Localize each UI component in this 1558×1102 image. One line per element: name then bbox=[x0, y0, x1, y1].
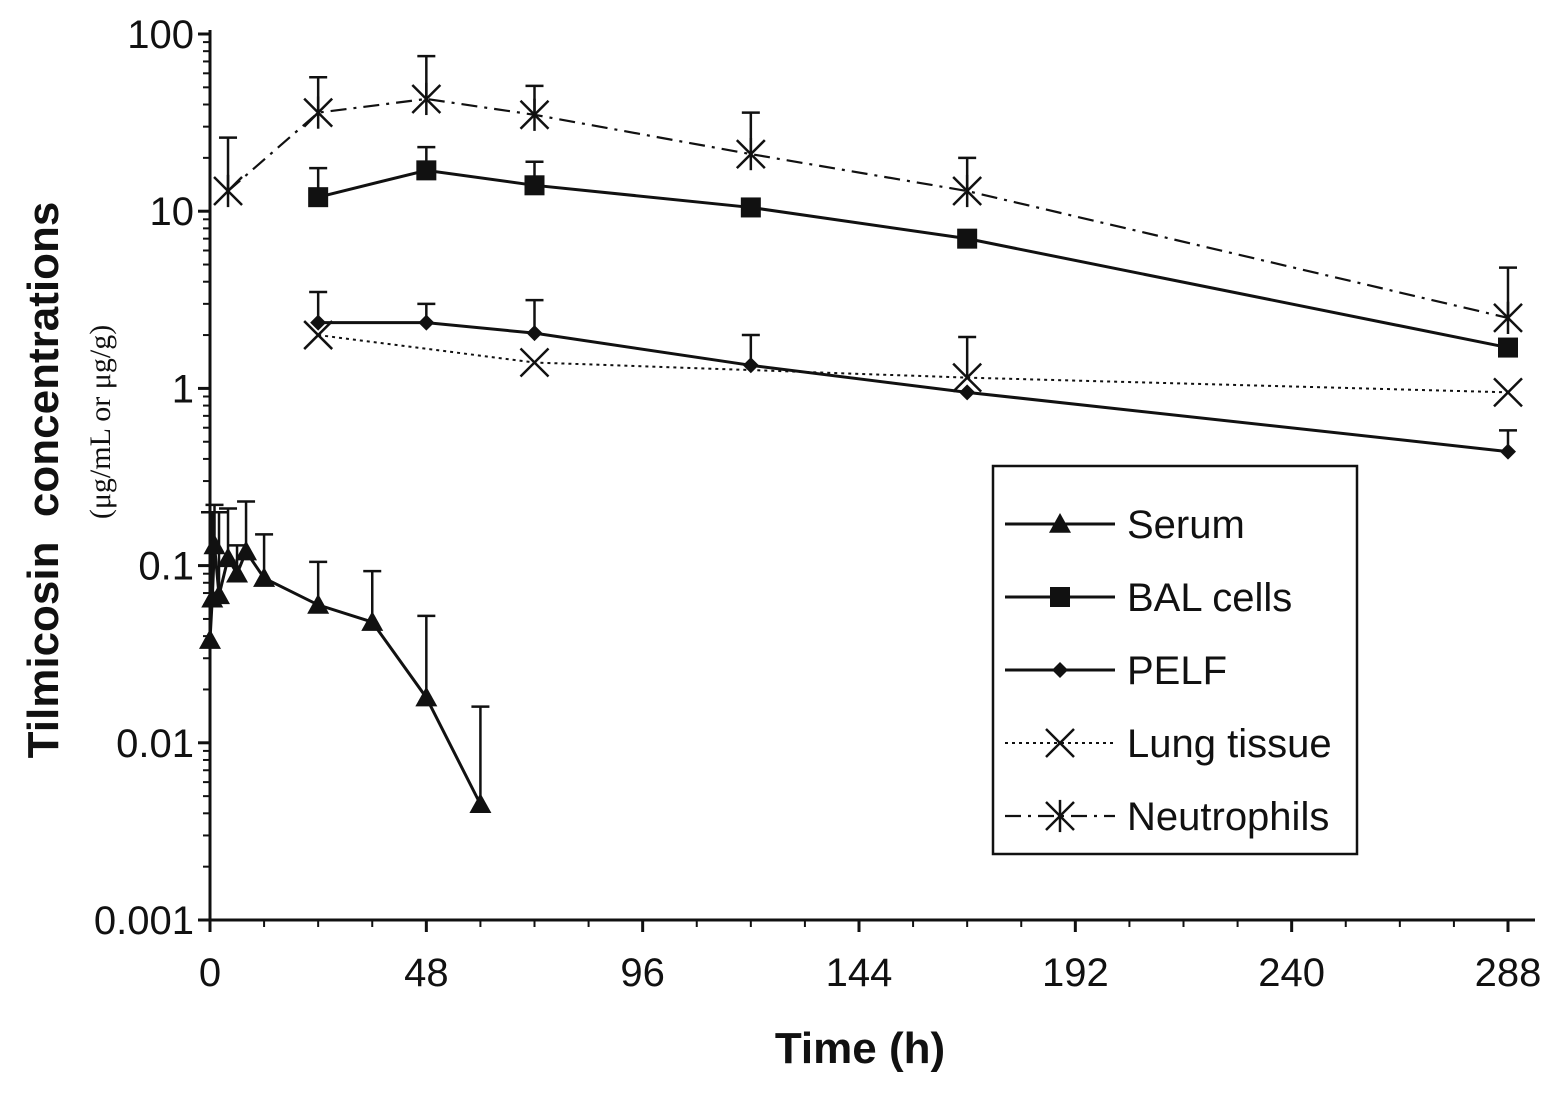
x-tick-label: 144 bbox=[826, 951, 893, 995]
x-axis-title: Time (h) bbox=[775, 1024, 945, 1073]
legend-label: PELF bbox=[1127, 649, 1227, 693]
data-point-serum bbox=[226, 562, 249, 583]
data-point-serum bbox=[199, 629, 221, 649]
legend-swatch-marker bbox=[1050, 587, 1070, 607]
data-point-lung-tissue bbox=[1493, 377, 1523, 408]
y-axis-units: (μg/mL or μg/g) bbox=[84, 325, 117, 519]
data-point-pelf bbox=[1500, 443, 1516, 460]
series-line-pelf bbox=[318, 321, 1509, 454]
legend-swatch-marker bbox=[1049, 513, 1071, 533]
data-point-serum bbox=[208, 584, 231, 605]
legend-swatch-marker bbox=[1045, 799, 1075, 833]
series-line-bal-cells bbox=[317, 168, 1509, 350]
legend-label: Serum bbox=[1127, 503, 1245, 547]
series-group bbox=[199, 54, 1523, 814]
x-tick-label: 96 bbox=[620, 951, 665, 995]
series-bal-cells bbox=[308, 145, 1518, 358]
legend-swatch-marker bbox=[1052, 662, 1068, 678]
data-point-neutrophils bbox=[213, 174, 243, 208]
axes: 0.001 0.01 0.1 1 10 100 0 48 96 144 192 240 288 bbox=[94, 13, 1541, 995]
legend-item-neutrophils: Neutrophils bbox=[1005, 795, 1329, 839]
x-tick-label: 48 bbox=[404, 951, 449, 995]
x-tick-label: 288 bbox=[1475, 951, 1542, 995]
legend-swatch-marker bbox=[1045, 728, 1075, 758]
data-point-neutrophils bbox=[735, 138, 766, 171]
data-point-pelf bbox=[742, 357, 759, 374]
marker-stroke bbox=[1493, 377, 1523, 408]
data-point-lung-tissue bbox=[519, 347, 550, 378]
y-tick-label: 1 bbox=[172, 367, 194, 411]
data-point-lung-tissue bbox=[952, 362, 983, 393]
data-point-neutrophils bbox=[303, 96, 334, 129]
x-tick-label: 240 bbox=[1258, 951, 1325, 995]
y-tick-label: 0.01 bbox=[116, 722, 194, 766]
series-neutrophils bbox=[213, 54, 1523, 334]
data-point-serum bbox=[469, 793, 492, 814]
series-lung-tissue bbox=[303, 320, 1523, 408]
y-tick-label: 10 bbox=[150, 190, 195, 234]
x-tick-label: 0 bbox=[199, 951, 221, 995]
legend-label: Lung tissue bbox=[1127, 722, 1332, 766]
x-tick-label: 192 bbox=[1042, 951, 1109, 995]
data-point-neutrophils bbox=[1493, 301, 1523, 334]
y-tick-label: 0.1 bbox=[138, 545, 194, 589]
series-serum bbox=[199, 500, 492, 814]
legend-item-serum: Serum bbox=[1005, 503, 1245, 547]
data-point-serum bbox=[203, 534, 226, 555]
legend: Serum BAL cells PELF Lung tissue Neutrophils bbox=[991, 464, 1359, 856]
data-point-pelf bbox=[418, 314, 435, 331]
legend-label: BAL cells bbox=[1127, 576, 1292, 620]
marker-stroke bbox=[952, 362, 983, 393]
data-point-serum bbox=[235, 540, 258, 561]
marker-stroke bbox=[1045, 728, 1075, 758]
data-point-serum bbox=[415, 686, 438, 707]
data-point-bal-cells bbox=[957, 228, 978, 249]
data-point-pelf bbox=[959, 384, 976, 401]
series-line-neutrophils bbox=[227, 97, 1509, 319]
marker-stroke bbox=[519, 347, 550, 378]
data-point-neutrophils bbox=[411, 82, 442, 116]
legend-label: Neutrophils bbox=[1127, 795, 1329, 839]
series-line-serum bbox=[208, 545, 482, 805]
data-point-neutrophils bbox=[519, 98, 550, 131]
legend-item-bal-cells: BAL cells bbox=[1005, 576, 1292, 620]
data-point-neutrophils bbox=[952, 174, 983, 208]
data-point-serum bbox=[361, 611, 384, 631]
series-line-lung-tissue bbox=[318, 334, 1509, 394]
data-point-bal-cells bbox=[1498, 337, 1518, 358]
legend-item-lung-tissue: Lung tissue bbox=[1005, 722, 1332, 766]
y-tick-label: 100 bbox=[127, 13, 194, 57]
marker-stroke bbox=[303, 320, 334, 350]
series-pelf bbox=[309, 290, 1517, 460]
data-point-bal-cells bbox=[740, 197, 761, 218]
data-point-pelf bbox=[526, 325, 543, 342]
data-point-pelf bbox=[310, 314, 327, 331]
data-point-serum bbox=[253, 567, 276, 587]
data-point-bal-cells bbox=[308, 187, 329, 208]
data-point-bal-cells bbox=[416, 160, 437, 181]
data-point-bal-cells bbox=[524, 175, 545, 196]
y-tick-label: 0.001 bbox=[94, 899, 194, 943]
y-axis-title: Tilmicosin concentrations bbox=[19, 202, 68, 759]
data-point-serum bbox=[307, 593, 330, 614]
data-point-serum bbox=[217, 547, 240, 568]
legend-item-pelf: PELF bbox=[1005, 649, 1227, 693]
data-point-lung-tissue bbox=[303, 320, 334, 350]
